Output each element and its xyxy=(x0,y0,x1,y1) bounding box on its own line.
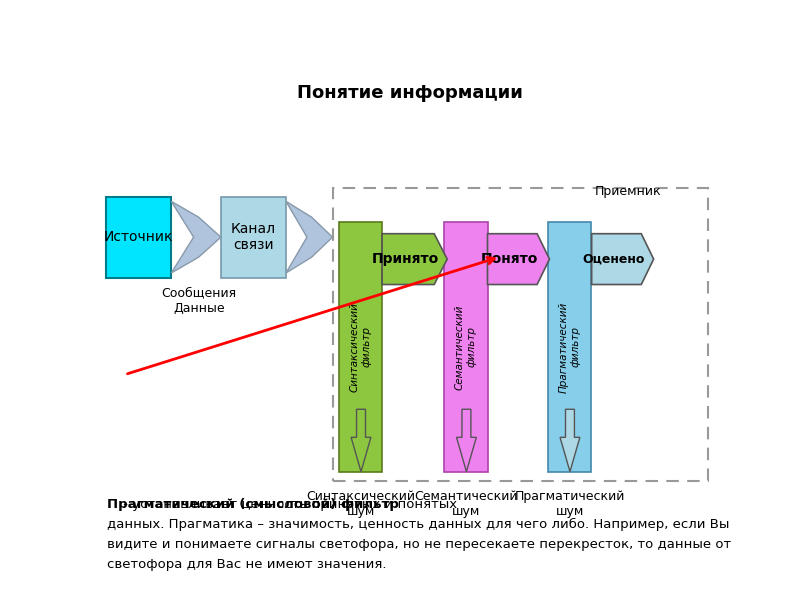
Text: Принято: Принято xyxy=(372,252,439,266)
Text: Синтаксический
фильтр: Синтаксический фильтр xyxy=(350,302,371,392)
Text: видите и понимаете сигналы светофора, но не пересекаете перекресток, то данные о: видите и понимаете сигналы светофора, но… xyxy=(107,538,731,551)
Text: Синтаксический
шум: Синтаксический шум xyxy=(306,490,415,518)
Text: Понято: Понято xyxy=(481,252,538,266)
Text: Прагматический
фильтр: Прагматический фильтр xyxy=(558,301,580,392)
Polygon shape xyxy=(457,409,476,472)
Polygon shape xyxy=(487,233,550,284)
Text: Сообщения
Данные: Сообщения Данные xyxy=(162,287,237,314)
Polygon shape xyxy=(286,202,333,273)
Text: Канал
связи: Канал связи xyxy=(231,222,276,252)
Text: Оценено: Оценено xyxy=(582,253,645,266)
FancyBboxPatch shape xyxy=(548,222,591,472)
Text: данных. Прагматика – значимость, ценность данных для чего либо. Например, если В: данных. Прагматика – значимость, ценност… xyxy=(107,518,730,531)
Text: Семантический
фильтр: Семантический фильтр xyxy=(455,304,477,389)
Text: Прагматический
шум: Прагматический шум xyxy=(514,490,625,518)
Polygon shape xyxy=(171,202,221,273)
Text: Понятие информации: Понятие информации xyxy=(297,84,523,102)
Text: Прагматический (смысловой) фильтр: Прагматический (смысловой) фильтр xyxy=(107,498,399,511)
Polygon shape xyxy=(592,233,654,284)
FancyBboxPatch shape xyxy=(338,222,382,472)
Text: Источник: Источник xyxy=(104,230,174,244)
Text: Семантический
шум: Семантический шум xyxy=(414,490,518,518)
Text: - устанавливает ценность принятых и понятых: - устанавливает ценность принятых и поня… xyxy=(119,498,458,511)
Polygon shape xyxy=(351,409,371,472)
Text: Приемник: Приемник xyxy=(594,185,661,198)
FancyBboxPatch shape xyxy=(221,197,286,278)
FancyBboxPatch shape xyxy=(444,222,487,472)
FancyBboxPatch shape xyxy=(106,197,171,278)
Polygon shape xyxy=(382,233,447,284)
Text: светофора для Вас не имеют значения.: светофора для Вас не имеют значения. xyxy=(107,557,387,571)
Polygon shape xyxy=(560,409,580,472)
